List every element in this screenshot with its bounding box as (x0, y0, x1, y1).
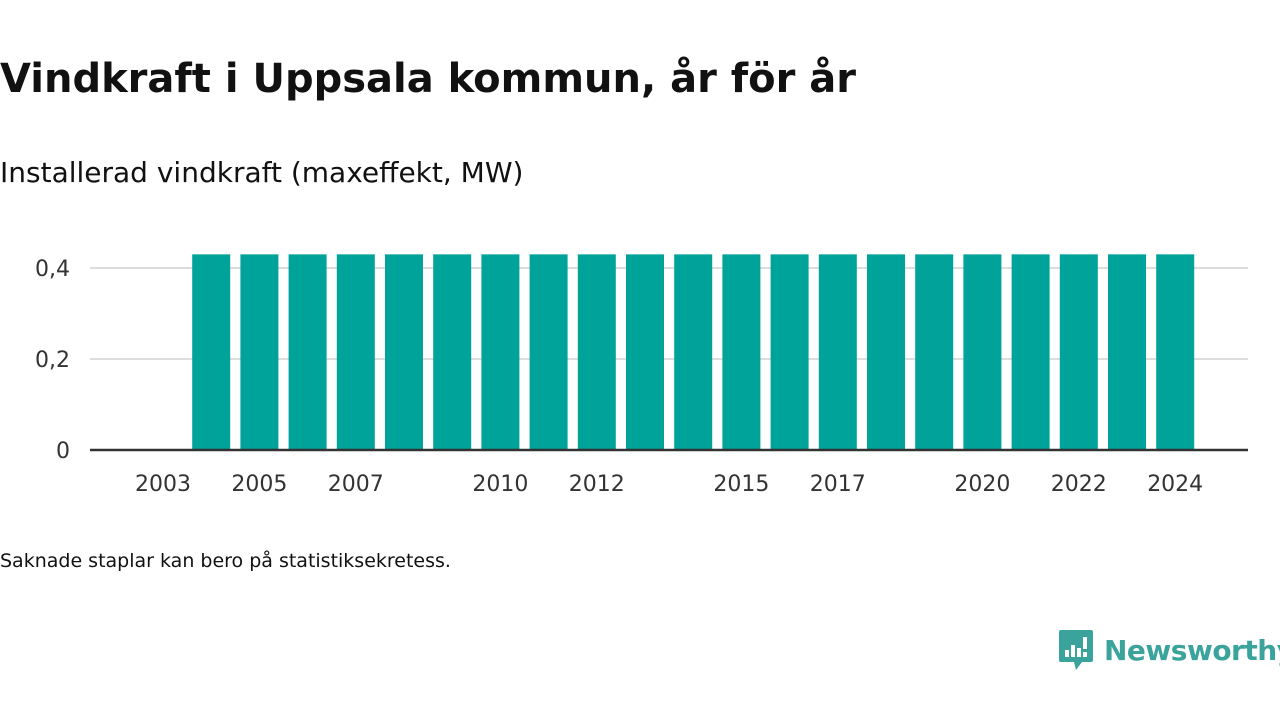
bar-2013 (626, 254, 664, 450)
bar-2018 (867, 254, 905, 450)
x-tick-label: 2017 (810, 472, 866, 497)
x-tick-label: 2022 (1051, 472, 1107, 497)
bar-2017 (818, 254, 857, 450)
bar-2020 (963, 254, 1002, 450)
bar-2015 (722, 254, 761, 450)
bar-2008 (385, 254, 423, 450)
y-tick-label: 0,4 (35, 257, 70, 282)
bar-2012 (577, 254, 616, 450)
x-tick-label: 2015 (713, 472, 769, 497)
bar-2009 (433, 254, 472, 450)
brand-name: Newsworthy (1104, 633, 1280, 667)
bars (192, 254, 1195, 450)
x-tick-label: 2005 (231, 472, 287, 497)
bar-2014 (674, 254, 713, 450)
bar-chart: 0 0,2 0,4 2003 2005 2007 2010 2012 2015 2017 2020 2… (35, 254, 1248, 497)
chart-subtitle: Installerad vindkraft (maxeffekt, MW) (0, 156, 524, 189)
bar-2004 (192, 254, 231, 450)
bar-2019 (915, 254, 954, 450)
bar-2010 (481, 254, 520, 450)
chart-title: Vindkraft i Uppsala kommun, år för år (0, 56, 856, 102)
bar-2005 (240, 254, 279, 450)
x-tick-label: 2012 (569, 472, 625, 497)
x-tick-label: 2007 (328, 472, 384, 497)
x-tick-label: 2010 (472, 472, 528, 497)
bar-2016 (770, 254, 809, 450)
bar-2022 (1059, 254, 1098, 450)
x-tick-label: 2024 (1147, 472, 1203, 497)
bar-2006 (288, 254, 327, 450)
bar-2007 (336, 254, 375, 450)
bar-2021 (1011, 254, 1050, 450)
bar-2024 (1156, 254, 1195, 450)
newsworthy-brand: Newsworthy (1058, 628, 1280, 672)
x-tick-label: 2003 (135, 472, 191, 497)
bar-2023 (1108, 254, 1146, 450)
newsworthy-logo-icon (1059, 630, 1093, 670)
x-tick-label: 2020 (954, 472, 1010, 497)
bar-2011 (529, 254, 568, 450)
y-tick-label: 0 (56, 439, 70, 464)
footnote: Saknade staplar kan bero på statistiksek… (0, 550, 451, 572)
y-tick-label: 0,2 (35, 348, 70, 373)
tick-labels: 0 0,2 0,4 2003 2005 2007 2010 2012 2015 2017 2020 2… (35, 257, 1203, 497)
grid-lines (90, 267, 1248, 360)
